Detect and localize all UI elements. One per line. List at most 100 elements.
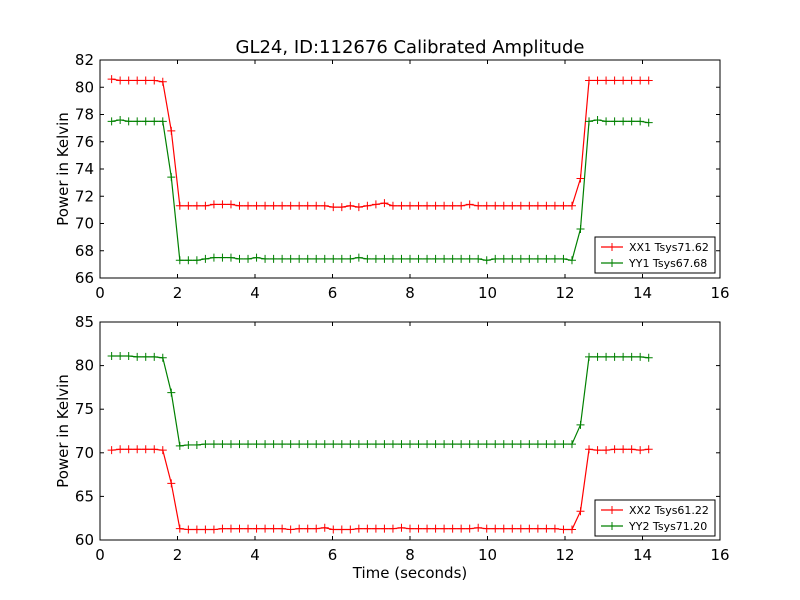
data-point <box>508 524 517 533</box>
y-tick-label: 72 <box>75 187 94 205</box>
data-point <box>312 201 321 210</box>
data-point <box>116 76 125 85</box>
data-point <box>184 440 193 449</box>
data-point <box>636 76 645 85</box>
data-point <box>576 420 585 429</box>
y-tick-label: 78 <box>75 106 94 124</box>
data-point <box>107 446 116 455</box>
y-tick-label: 85 <box>75 313 94 331</box>
data-point <box>192 256 201 265</box>
data-point <box>286 254 295 263</box>
data-point <box>226 440 235 449</box>
data-point <box>636 446 645 455</box>
data-point <box>440 254 449 263</box>
data-point <box>423 254 432 263</box>
data-point <box>201 201 210 210</box>
legend-label: YY1 Tsys67.68 <box>628 257 707 270</box>
x-tick-label: 16 <box>710 284 729 302</box>
data-point <box>303 254 312 263</box>
data-point <box>380 524 389 533</box>
data-point <box>252 201 261 210</box>
data-point <box>320 440 329 449</box>
data-point <box>508 254 517 263</box>
data-point <box>244 440 253 449</box>
data-point <box>593 115 602 124</box>
x-tick-label: 10 <box>478 284 497 302</box>
data-point <box>380 199 389 208</box>
data-point <box>388 524 397 533</box>
data-point <box>516 524 525 533</box>
data-point <box>158 117 167 126</box>
data-point <box>457 524 466 533</box>
data-point <box>491 524 500 533</box>
data-point <box>158 353 167 362</box>
data-point <box>406 201 414 210</box>
data-point <box>201 440 210 449</box>
data-point <box>235 524 244 533</box>
data-point <box>141 117 150 126</box>
series-line <box>111 355 649 447</box>
x-tick-label: 16 <box>710 546 729 564</box>
data-point <box>218 200 227 209</box>
legend: XX1 Tsys71.62 YY1 Tsys67.68 <box>594 236 716 274</box>
data-point <box>380 254 389 263</box>
data-point <box>619 117 628 126</box>
data-point <box>448 254 457 263</box>
data-point <box>499 440 508 449</box>
x-tick-label: 8 <box>405 546 415 564</box>
legend-label: XX1 Tsys71.62 <box>629 241 709 254</box>
data-point <box>192 201 201 210</box>
data-point <box>533 524 542 533</box>
data-point <box>414 440 423 449</box>
data-point <box>567 256 576 265</box>
data-point <box>175 256 184 265</box>
data-point <box>116 445 125 454</box>
data-point <box>380 440 389 449</box>
data-point <box>542 201 551 210</box>
series-2 <box>107 115 653 265</box>
data-point <box>576 507 585 516</box>
legend-marker <box>608 522 616 530</box>
legend-label: XX2 Tsys61.22 <box>629 504 709 517</box>
y-tick-label: 60 <box>75 531 94 549</box>
data-point <box>593 446 602 455</box>
data-point <box>482 201 491 210</box>
data-point <box>124 76 133 85</box>
data-point <box>184 201 193 210</box>
y-tick-label: 66 <box>75 269 94 287</box>
data-point <box>329 203 338 212</box>
data-point <box>550 524 559 533</box>
data-point <box>414 524 423 533</box>
series-line <box>111 448 649 531</box>
data-point <box>235 440 244 449</box>
figure-title: GL24, ID:112676 Calibrated Amplitude <box>236 37 585 58</box>
data-point <box>448 524 457 533</box>
data-point <box>312 440 321 449</box>
data-point <box>644 76 653 85</box>
data-point <box>201 525 210 534</box>
data-point <box>244 254 253 263</box>
data-point <box>550 201 559 210</box>
data-point <box>644 118 653 127</box>
data-point <box>627 76 636 85</box>
data-point <box>175 201 184 210</box>
data-point <box>593 352 602 361</box>
data-point <box>116 352 125 361</box>
data-point <box>261 254 270 263</box>
data-point <box>329 254 338 263</box>
data-point <box>508 201 517 210</box>
data-point <box>124 352 133 361</box>
data-point <box>107 352 116 361</box>
data-point <box>133 352 142 361</box>
data-point <box>533 201 542 210</box>
data-point <box>559 525 568 534</box>
data-point <box>406 524 414 533</box>
data-point <box>346 440 355 449</box>
data-point <box>295 201 304 210</box>
data-point <box>516 201 525 210</box>
data-point <box>354 253 363 262</box>
y-tick-label: 70 <box>75 444 94 462</box>
data-point <box>585 76 594 85</box>
